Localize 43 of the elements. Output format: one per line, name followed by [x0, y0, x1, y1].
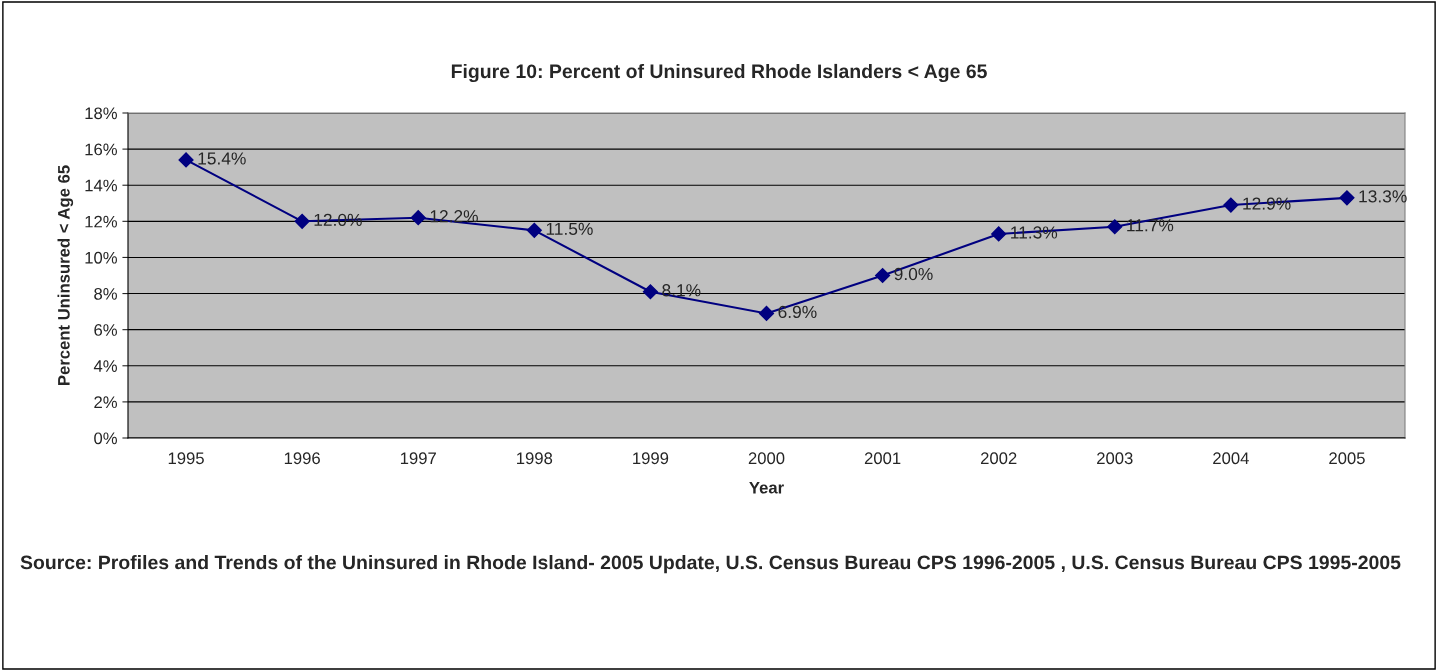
x-tick-label: 1997 — [400, 452, 436, 465]
x-tick-label: 2000 — [748, 452, 785, 465]
y-tick-label: 0% — [94, 432, 117, 445]
data-label: 9.0% — [894, 267, 933, 281]
y-tick-label: 16% — [85, 143, 117, 156]
y-tick-label: 12% — [85, 215, 117, 228]
x-tick-label: 1996 — [284, 452, 320, 465]
point — [1223, 197, 1239, 213]
x-tick-label: 2002 — [980, 452, 1017, 465]
data-label: 11.7% — [1127, 219, 1174, 232]
x-tick-label: 1999 — [633, 452, 669, 465]
y-tick-label: 6% — [94, 324, 117, 336]
x-tick-label: 2005 — [1329, 452, 1365, 465]
data-label: 13.3% — [1359, 190, 1407, 203]
y-tick-label: 4% — [93, 360, 117, 372]
chart-title: Figure 10: Percent of Uninsured Rhode Islanders < Age 65 — [451, 63, 987, 83]
x-tick-label: 2001 — [864, 452, 901, 465]
x-tick-label: 2004 — [1213, 452, 1249, 465]
y-tick-label: 10% — [85, 251, 117, 264]
point — [642, 284, 658, 300]
x-axis-title: Year — [749, 481, 784, 494]
point — [410, 210, 426, 226]
data-label: 11.5% — [546, 222, 593, 236]
point — [526, 222, 542, 238]
point — [875, 267, 891, 284]
x-tick-label: 1995 — [168, 452, 204, 465]
x-tick-label: 1998 — [517, 452, 553, 465]
x-tick-label: 2003 — [1097, 452, 1133, 465]
point — [294, 213, 310, 229]
point — [991, 226, 1007, 242]
data-label: 12.2% — [430, 210, 478, 223]
y-tick-label: 14% — [85, 179, 117, 192]
y-tick-label: 2% — [94, 396, 117, 409]
y-axis-title: Percent Uninsured < Age 65 — [57, 165, 74, 385]
source-note: Source: Profiles and Trends of the Uninsured in Rhode Island- 2005 Update, U.S. Census Bureau CPS 1996-2005 , U.S. Census Bureau CPS 1995-2005 — [20, 555, 1401, 574]
point — [1339, 190, 1355, 206]
data-label: 6.9% — [778, 305, 817, 319]
y-tick-label: 18% — [85, 107, 117, 120]
point — [758, 305, 775, 321]
point — [1107, 219, 1123, 235]
y-tick-label: 8% — [94, 287, 117, 300]
data-label: 15.4% — [198, 152, 246, 165]
point — [178, 152, 194, 168]
